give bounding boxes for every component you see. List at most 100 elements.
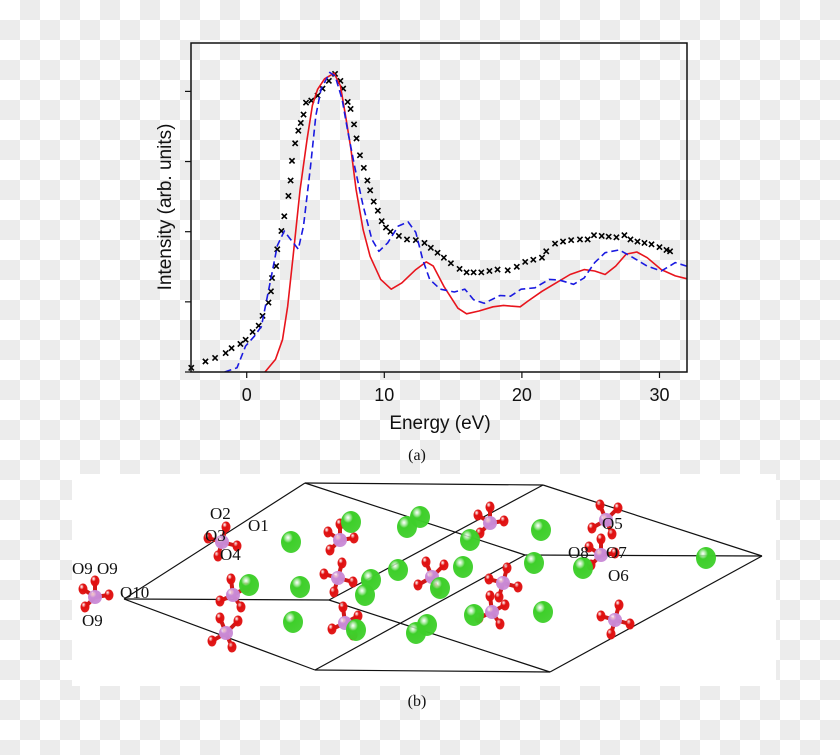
- phosphate-group: [484, 562, 523, 603]
- oxygen-atom: [236, 601, 246, 613]
- data-point-x-marker: [202, 358, 209, 365]
- data-point-x-marker: [364, 177, 371, 184]
- phosphate-group: [207, 612, 243, 653]
- atom-label-o3: O3: [205, 526, 226, 545]
- atom-label-o6: O6: [608, 566, 629, 585]
- data-point-x-marker: [538, 254, 546, 261]
- atom-label-o8: O8: [568, 543, 589, 562]
- oxygen-atom: [502, 562, 512, 574]
- data-point-x-marker: [504, 267, 511, 274]
- atom-label-o5: O5: [602, 514, 623, 533]
- data-point-x-marker: [470, 269, 477, 276]
- data-point-x-marker: [559, 238, 567, 245]
- oxygen-atom: [337, 557, 347, 569]
- oxygen-atom: [473, 509, 483, 521]
- oxygen-atom: [227, 641, 237, 653]
- phosphorus-atom: [594, 548, 608, 562]
- data-point-x-marker: [543, 248, 550, 255]
- oxygen-atom: [613, 502, 623, 514]
- data-point-x-marker: [374, 207, 382, 214]
- oxygen-atom: [484, 573, 494, 585]
- data-point-x-marker: [297, 119, 304, 127]
- calcium-atom: [283, 611, 303, 633]
- oxygen-atom: [625, 618, 635, 630]
- calcium-atom: [533, 601, 553, 623]
- atoms: [78, 499, 716, 653]
- data-point-x-marker: [295, 127, 302, 134]
- phosphorus-atom: [496, 576, 510, 590]
- calcium-atom: [430, 577, 450, 599]
- oxygen-atom: [338, 601, 348, 613]
- calcium-atom: [346, 619, 366, 641]
- data-point-x-marker: [494, 266, 501, 273]
- atom-label-o4: O4: [220, 545, 241, 564]
- data-point-x-marker: [627, 236, 634, 243]
- cell-edge: [524, 554, 763, 557]
- phosphorus-atom: [88, 590, 102, 604]
- phosphorus-atom: [599, 513, 613, 527]
- data-point-x-marker: [478, 269, 485, 276]
- phosphate-group: [474, 590, 510, 630]
- data-point-x-marker: [522, 258, 529, 266]
- x-tick-label: 10: [374, 385, 394, 405]
- data-point-x-marker: [598, 232, 605, 240]
- oxygen-atom: [495, 618, 505, 630]
- data-point-x-marker: [268, 274, 276, 282]
- atom-labels: O2 O1 O3 O4 O9 O9 O10 O9 O5 O8 O7 O6: [72, 504, 629, 630]
- calcium-atom: [464, 604, 484, 626]
- data-point-x-marker: [360, 164, 367, 172]
- oxygen-atom: [327, 623, 337, 635]
- x-tick-label: 30: [649, 385, 669, 405]
- calcium-atom: [573, 557, 593, 579]
- data-point-x-marker: [447, 260, 455, 267]
- calcium-atom: [453, 556, 473, 578]
- data-point-x-marker: [259, 312, 266, 320]
- data-point-x-marker: [513, 263, 520, 270]
- oxygen-atom: [349, 532, 359, 544]
- oxygen-atom: [584, 541, 594, 553]
- oxygen-atom: [90, 575, 100, 587]
- data-point-x-marker: [403, 236, 411, 243]
- data-point-x-marker: [584, 236, 591, 243]
- experimental-markers: [188, 70, 674, 371]
- cell-edge: [314, 669, 551, 673]
- phosphate-group: [596, 599, 635, 640]
- data-point-x-marker: [370, 198, 377, 205]
- phosphorus-atom: [608, 613, 622, 627]
- data-point-x-marker: [486, 267, 493, 275]
- data-point-x-marker: [551, 240, 559, 247]
- phosphorus-atom: [331, 571, 345, 585]
- oxygen-atom: [348, 576, 358, 588]
- data-point-x-marker: [605, 233, 612, 240]
- calcium-atom: [355, 584, 375, 606]
- atom-label-o7: O7: [606, 543, 627, 562]
- cell-edge: [549, 555, 763, 673]
- dashed-series-line: [224, 71, 687, 372]
- oxygen-atom: [215, 595, 225, 607]
- data-point-x-marker: [378, 218, 385, 225]
- atom-label-o9-b: O9: [97, 559, 118, 578]
- y-axis-label: Intensity (arb. units): [155, 124, 176, 291]
- data-point-x-marker: [285, 192, 292, 200]
- calcium-atom: [341, 511, 361, 533]
- phosphorus-atom: [226, 588, 240, 602]
- data-point-x-marker: [648, 241, 655, 248]
- data-point-x-marker: [353, 135, 360, 142]
- data-point-x-marker: [366, 187, 374, 194]
- atom-label-o9-a: O9: [72, 559, 93, 578]
- atom-label-o9-c: O9: [82, 611, 103, 630]
- data-point-x-marker: [344, 98, 351, 106]
- oxygen-atom: [207, 635, 217, 647]
- calcium-atom: [524, 552, 544, 574]
- oxygen-atom: [614, 599, 624, 611]
- data-point-x-marker: [421, 239, 428, 247]
- data-point-x-marker: [440, 254, 448, 261]
- oxygen-atom: [494, 591, 504, 603]
- calcium-atom: [696, 547, 716, 569]
- data-point-x-marker: [427, 244, 434, 252]
- data-point-x-marker: [281, 213, 288, 220]
- calcium-atom: [281, 531, 301, 553]
- data-point-x-marker: [590, 232, 598, 239]
- calcium-atom: [388, 559, 408, 581]
- calcium-atom: [531, 519, 551, 541]
